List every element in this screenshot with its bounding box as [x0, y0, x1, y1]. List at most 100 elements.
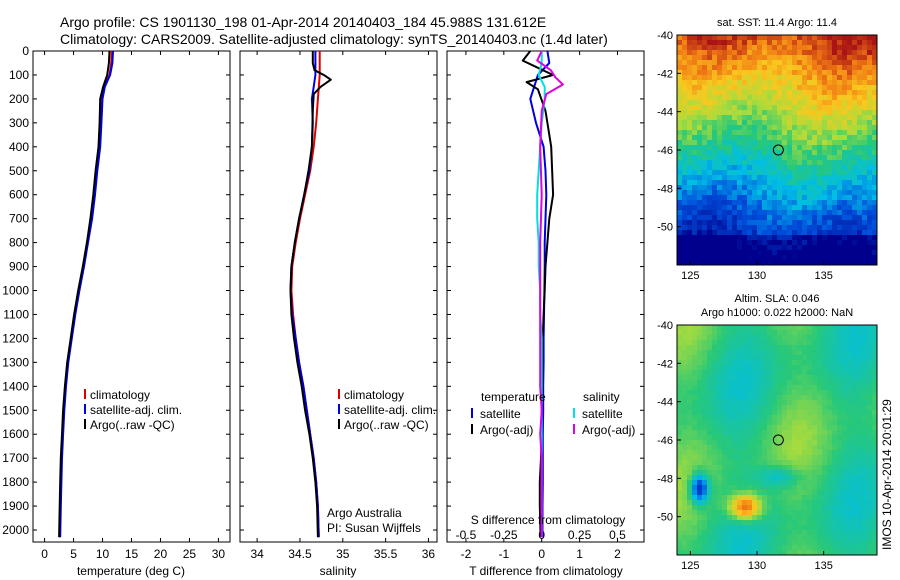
- map-cell: [732, 470, 738, 476]
- map-cell: [712, 245, 718, 251]
- map-cell: [762, 115, 768, 121]
- map-cell: [732, 80, 738, 86]
- map-cell: [812, 415, 818, 421]
- map-cell: [852, 500, 858, 506]
- map-cell: [862, 395, 868, 401]
- map-cell: [797, 215, 803, 221]
- map-cell: [867, 540, 873, 546]
- map-cell: [727, 200, 733, 206]
- map-cell: [807, 410, 813, 416]
- map-cell: [842, 500, 848, 506]
- map-cell: [692, 160, 698, 166]
- salinity-plot-frame: [239, 50, 438, 543]
- map-cell: [682, 345, 688, 351]
- map-cell: [787, 185, 793, 191]
- map-cell: [707, 470, 713, 476]
- map-cell: [707, 345, 713, 351]
- map-cell: [682, 395, 688, 401]
- map-cell: [712, 165, 718, 171]
- map-cell: [827, 490, 833, 496]
- map-cell: [822, 510, 828, 516]
- map-cell: [857, 500, 863, 506]
- map-cell: [837, 85, 843, 91]
- map-cell: [792, 190, 798, 196]
- map-cell: [752, 165, 758, 171]
- map-cell: [802, 375, 808, 381]
- map-cell: [832, 435, 838, 441]
- map-cell: [847, 545, 853, 551]
- series-line-3: [536, 50, 564, 538]
- map-cell: [727, 45, 733, 51]
- map-cell: [837, 465, 843, 471]
- x-tick-label: 10: [96, 547, 110, 561]
- map-cell: [822, 180, 828, 186]
- map-cell: [697, 105, 703, 111]
- map-cell: [697, 160, 703, 166]
- map-cell: [687, 535, 693, 541]
- map-cell: [767, 375, 773, 381]
- map-cell: [702, 445, 708, 451]
- map-cell: [802, 540, 808, 546]
- map-cell: [852, 540, 858, 546]
- map-cell: [792, 120, 798, 126]
- map-cell: [677, 500, 683, 506]
- map-cell: [712, 545, 718, 551]
- map-cell: [842, 460, 848, 466]
- map-cell: [787, 430, 793, 436]
- map-cell: [702, 110, 708, 116]
- map-cell: [707, 35, 713, 41]
- map-cell: [772, 545, 778, 551]
- map-cell: [727, 155, 733, 161]
- map-cell: [857, 515, 863, 521]
- map-cell: [692, 520, 698, 526]
- map-cell: [812, 255, 818, 261]
- map-cell: [857, 420, 863, 426]
- map-cell: [702, 105, 708, 111]
- map-cell: [717, 240, 723, 246]
- map-cell: [697, 485, 703, 491]
- map-cell: [832, 45, 838, 51]
- map-cell: [862, 210, 868, 216]
- map-cell: [852, 125, 858, 131]
- map-cell: [712, 360, 718, 366]
- map-cell: [807, 485, 813, 491]
- map-cell: [862, 490, 868, 496]
- map-cell: [857, 160, 863, 166]
- map-cell: [747, 120, 753, 126]
- map-cell: [847, 505, 853, 511]
- map-cell: [677, 505, 683, 511]
- map-cell: [732, 375, 738, 381]
- map-cell: [717, 220, 723, 226]
- map-cell: [727, 185, 733, 191]
- map-cell: [867, 535, 873, 541]
- map-cell: [817, 110, 823, 116]
- map-cell: [732, 250, 738, 256]
- map-cell: [852, 200, 858, 206]
- map-cell: [842, 60, 848, 66]
- map-cell: [692, 440, 698, 446]
- map-cell: [802, 220, 808, 226]
- map-cell: [717, 155, 723, 161]
- map-cell: [777, 420, 783, 426]
- map-cell: [722, 420, 728, 426]
- map-cell: [812, 475, 818, 481]
- map-cell: [742, 180, 748, 186]
- temperature-x-label: temperature (deg C): [77, 564, 185, 578]
- map-cell: [782, 205, 788, 211]
- map-cell: [852, 95, 858, 101]
- map-cell: [852, 495, 858, 501]
- map-cell: [742, 115, 748, 121]
- map-cell: [837, 255, 843, 261]
- map-cell: [847, 135, 853, 141]
- map-cell: [692, 70, 698, 76]
- map-cell: [797, 395, 803, 401]
- map-cell: [872, 215, 878, 221]
- map-cell: [847, 420, 853, 426]
- map-cell: [847, 430, 853, 436]
- map-cell: [782, 170, 788, 176]
- x-tick-label: 1: [576, 547, 583, 561]
- map-cell: [727, 395, 733, 401]
- s-tick-label: -0.25: [490, 528, 518, 542]
- map-cell: [687, 75, 693, 81]
- map-cell: [677, 340, 683, 346]
